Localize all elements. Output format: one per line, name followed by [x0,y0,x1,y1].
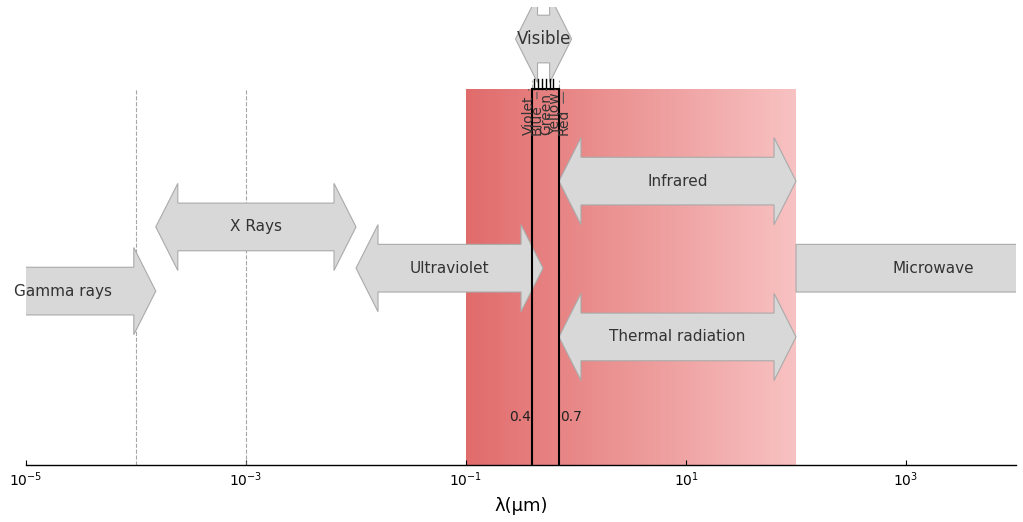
Polygon shape [796,224,1023,312]
Text: 0.7: 0.7 [561,410,582,424]
Text: Yellow: Yellow [548,89,562,135]
Text: X Rays: X Rays [230,219,282,234]
Text: Microwave: Microwave [893,260,974,276]
X-axis label: λ(μm): λ(μm) [494,497,547,515]
Polygon shape [559,293,796,381]
Polygon shape [559,138,796,224]
Text: Green: Green [539,89,553,135]
Text: Red: Red [557,92,571,135]
Text: Infrared: Infrared [648,174,708,188]
Text: Thermal radiation: Thermal radiation [610,329,746,345]
Polygon shape [0,247,155,335]
Text: Gamma rays: Gamma rays [14,283,113,299]
Text: Ultraviolet: Ultraviolet [409,260,489,276]
Polygon shape [356,224,543,312]
Text: Violet: Violet [522,89,536,135]
Text: Blue: Blue [530,92,544,135]
Polygon shape [155,183,356,270]
Polygon shape [516,0,572,82]
Text: 0.4: 0.4 [508,410,531,424]
Text: Visible: Visible [517,30,571,48]
